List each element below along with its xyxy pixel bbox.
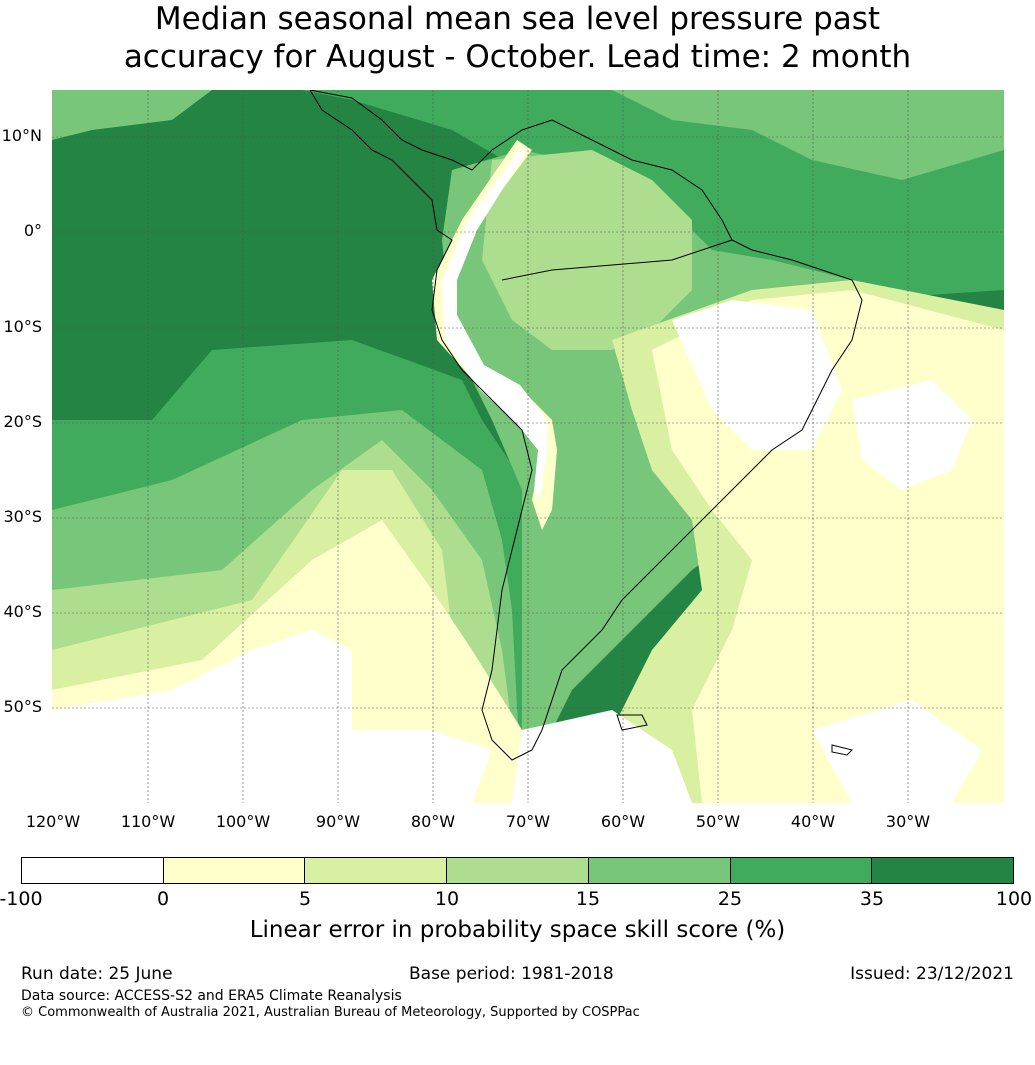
colorbar-segment-35-100: [872, 858, 1014, 883]
lat-label-30s: 30°S: [3, 507, 42, 526]
lon-label-70w: 70°W: [505, 812, 551, 831]
colorbar-tick-neg100: -100: [0, 888, 43, 910]
south-america-coastline: [309, 90, 863, 761]
lon-label-120w: 120°W: [25, 812, 81, 831]
region-atlantic-north-light: [612, 90, 1004, 180]
lon-label-60w: 60°W: [600, 812, 646, 831]
lat-label-40s: 40°S: [3, 602, 42, 621]
south-georgia: [831, 744, 853, 756]
chart-title: Median seasonal mean sea level pressure …: [0, 0, 1035, 76]
colorbar-segment-5-10: [305, 858, 448, 883]
title-line-1: Median seasonal mean sea level pressure …: [154, 1, 881, 37]
region-amazon-c10-15: [482, 150, 692, 350]
colorbar-segment-neg100-0: [22, 858, 164, 883]
colorbar-tick-100: 100: [995, 888, 1033, 910]
lat-label-50s: 50°S: [3, 697, 42, 716]
colorbar: [21, 857, 1014, 884]
issued-date: Issued: 23/12/2021: [850, 964, 1014, 984]
region-atlantic-negative-1: [852, 380, 972, 490]
lat-label-10n: 10°N: [1, 126, 42, 145]
map-canvas: [52, 90, 1004, 803]
base-period: Base period: 1981-2018: [409, 964, 614, 984]
title-line-2: accuracy for August - October. Lead time…: [123, 39, 912, 75]
lon-label-50w: 50°W: [695, 812, 741, 831]
region-pacific-nw-light: [52, 90, 212, 140]
colorbar-tick-0: 0: [156, 888, 170, 910]
lon-label-90w: 90°W: [315, 812, 361, 831]
skill-score-map: [52, 90, 1004, 803]
colorbar-segment-10-15: [447, 858, 589, 883]
data-source: Data source: ACCESS-S2 and ERA5 Climate …: [21, 988, 402, 1004]
colorbar-tick-15: 15: [575, 888, 601, 910]
lon-label-30w: 30°W: [885, 812, 931, 831]
region-brazil-negative: [672, 300, 842, 450]
region-atlantic-negative-2: [812, 700, 982, 803]
colorbar-segment-25-35: [730, 858, 873, 883]
colorbar-tick-25: 25: [717, 888, 743, 910]
region-south-negative: [512, 710, 692, 803]
gridlines: [52, 90, 1004, 803]
colorbar-tick-35: 35: [859, 888, 885, 910]
lon-label-110w: 110°W: [120, 812, 176, 831]
colorbar-tick-5: 5: [298, 888, 312, 910]
colorbar-tick-10: 10: [434, 888, 460, 910]
region-pacific-negative: [52, 630, 492, 803]
lon-label-80w: 80°W: [410, 812, 456, 831]
amazon-river: [501, 239, 733, 281]
falkland-islands: [616, 714, 648, 731]
region-andes-negative: [442, 148, 547, 500]
lat-label-10s: 10°S: [3, 317, 42, 336]
copyright: © Commonwealth of Australia 2021, Austra…: [21, 1005, 640, 1020]
lon-label-40w: 40°W: [790, 812, 836, 831]
lat-label-20s: 20°S: [3, 412, 42, 431]
run-date: Run date: 25 June: [21, 964, 173, 984]
colorbar-segment-0-5: [163, 858, 306, 883]
lon-label-100w: 100°W: [215, 812, 271, 831]
colorbar-segment-15-25: [588, 858, 731, 883]
lat-label-0: 0°: [23, 221, 42, 240]
colorbar-label: Linear error in probability space skill …: [249, 917, 786, 943]
